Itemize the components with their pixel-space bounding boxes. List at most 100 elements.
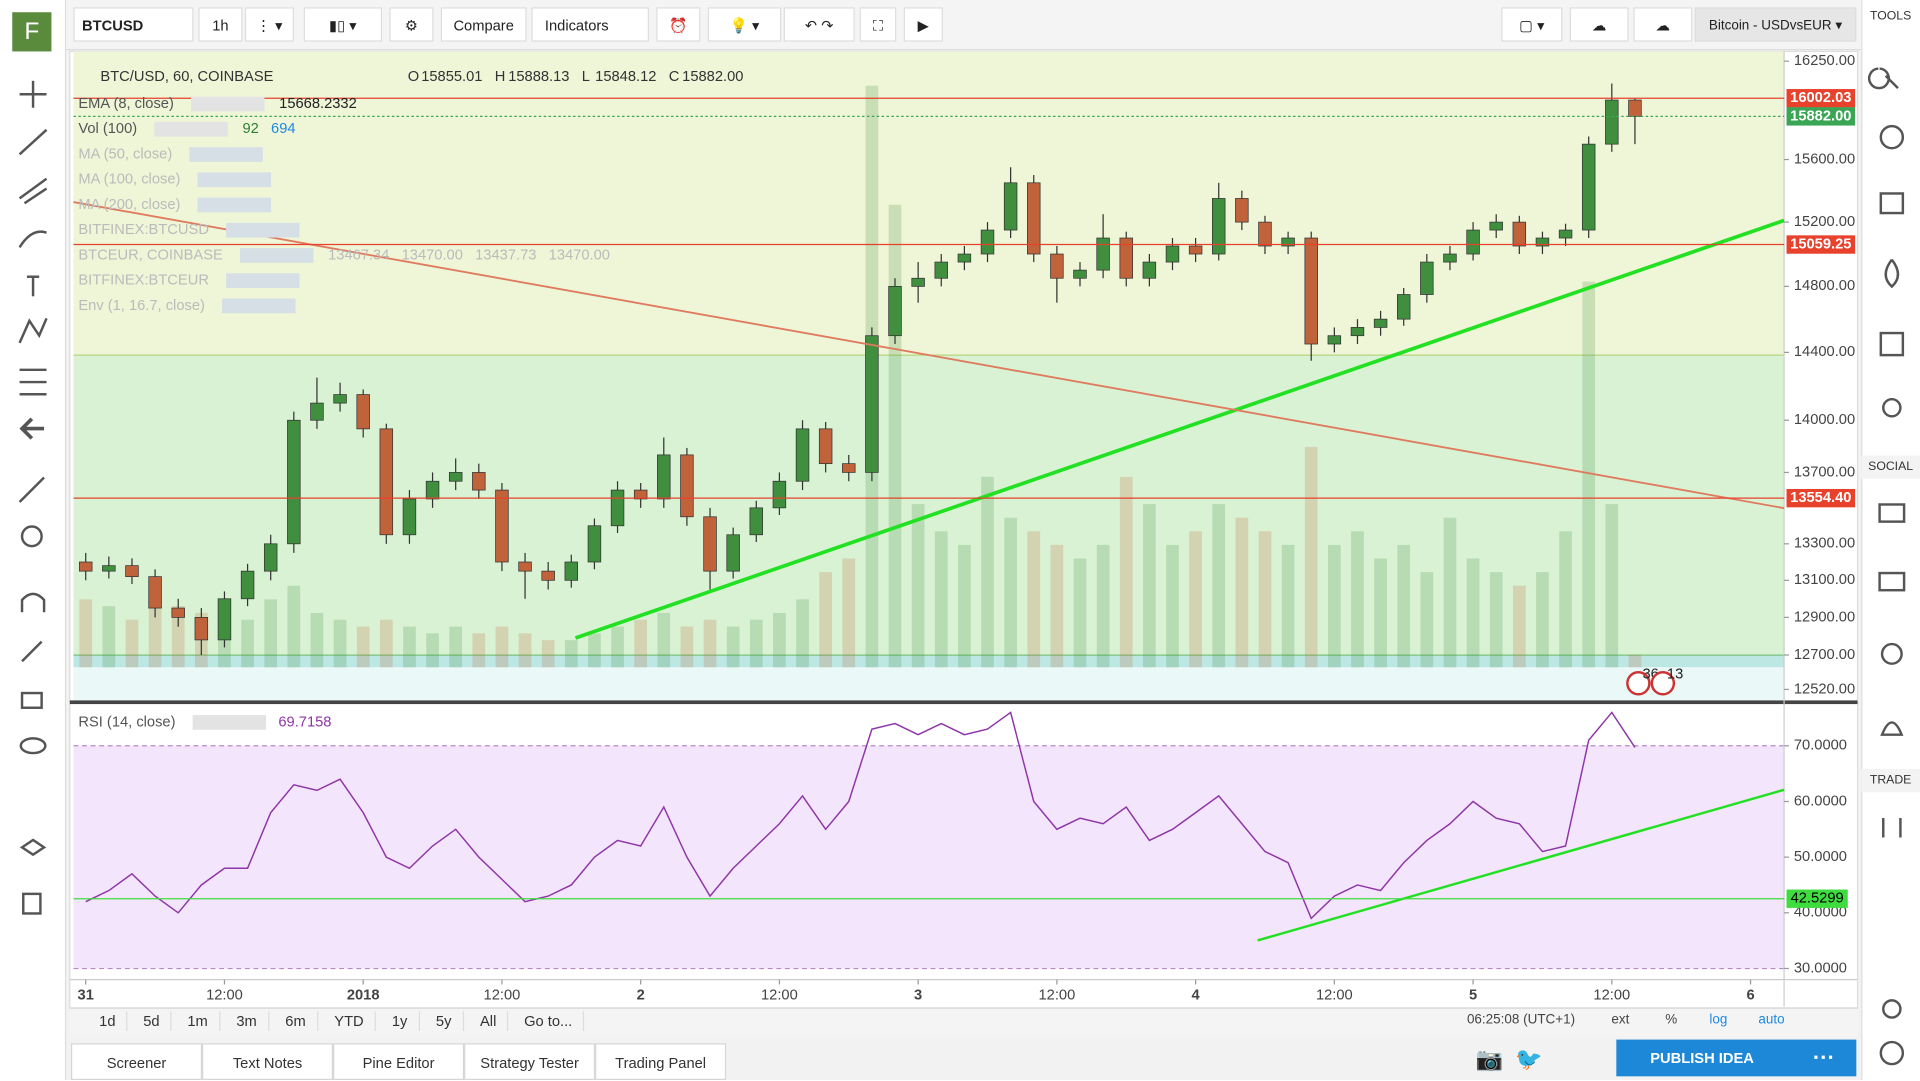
volume-bar (287, 585, 301, 668)
undo-redo[interactable]: ↶ ↷ (783, 7, 855, 42)
volume-bar (1397, 544, 1411, 668)
alert-button[interactable]: ⏰ (656, 7, 701, 42)
save-button[interactable]: ☁ (1633, 7, 1693, 42)
candle-body (1373, 318, 1388, 328)
trade-label: TRADE (1861, 768, 1920, 793)
color-button[interactable]: ▢ ▾ (1501, 7, 1563, 42)
ideas-button[interactable]: 💡 ▾ (707, 7, 782, 42)
volume-bar (1489, 572, 1503, 668)
drawing-tools[interactable] (18, 67, 1906, 1066)
bottom-tab[interactable]: Trading Panel (595, 1043, 727, 1080)
bottom-tab[interactable]: Strategy Tester (464, 1043, 596, 1080)
volume-bar (1166, 544, 1179, 668)
volume-bar (564, 640, 578, 668)
scale-option[interactable]: ext (1611, 1012, 1630, 1028)
range-button[interactable]: 6m (274, 1011, 318, 1032)
rsi-level-bg (1786, 889, 1848, 908)
load-button[interactable]: ☁ (1569, 7, 1629, 42)
volume-bar (1119, 476, 1133, 668)
candle-body (1188, 245, 1203, 255)
replay-button[interactable]: ▶ (903, 7, 943, 42)
x-tick-label: 6 (1746, 987, 1754, 1003)
event-count: 13 (1667, 667, 1683, 683)
volume-bar (1605, 504, 1619, 668)
indicators-button[interactable]: Indicators (531, 7, 649, 42)
candle-body (795, 428, 810, 482)
volume-bar (102, 606, 116, 668)
price-label-bg (1786, 89, 1856, 108)
volume-bar (749, 619, 763, 668)
study-controls (226, 222, 300, 238)
volume-bar (1281, 544, 1295, 668)
bottom-tab[interactable]: Pine Editor (333, 1043, 465, 1080)
fullscreen-button[interactable]: ⛶ (859, 7, 897, 42)
candle-body (1235, 198, 1249, 223)
scale-option[interactable]: auto (1758, 1012, 1785, 1028)
range-button[interactable]: Go to... (513, 1011, 585, 1032)
chart-title: BTC/USD, 60, COINBASE (100, 69, 273, 85)
study-name: BITFINEX:BTCUSD (78, 222, 209, 238)
zone-base (73, 667, 1785, 701)
publish-button[interactable]: PUBLISH IDEA (1650, 1049, 1754, 1067)
scale-option[interactable]: log (1709, 1012, 1728, 1028)
study-controls (222, 298, 296, 314)
volume-bar (819, 572, 833, 668)
candle-body (1396, 294, 1411, 320)
interval-button[interactable]: 1h (198, 7, 243, 42)
candle-body (125, 565, 139, 578)
symbol-input[interactable]: BTCUSD (73, 7, 194, 42)
candle-body (495, 489, 509, 563)
volume-bar (1582, 281, 1596, 668)
scale-option[interactable]: % (1665, 1012, 1678, 1028)
candle-body (911, 277, 925, 287)
volume-bar (703, 619, 717, 668)
layout-name[interactable]: Bitcoin - USDvsEUR ▾ (1694, 7, 1857, 42)
candle-body (379, 428, 394, 536)
interval-menu[interactable]: ⋮ ▾ (244, 7, 294, 42)
candle-body (842, 463, 856, 473)
chart-style[interactable]: ▮▯ ▾ (303, 7, 383, 42)
price-label: 15059.25 (1790, 236, 1851, 252)
ohlc-key: L (582, 69, 590, 85)
study-controls (192, 715, 267, 730)
ohlc-value: 15855.01 (421, 69, 482, 85)
left-toolbar (0, 0, 67, 1080)
y-tick-label: 13700.00 (1794, 464, 1855, 480)
share-icons[interactable]: 📷🐦 (1475, 1046, 1555, 1072)
logo[interactable]: F (12, 12, 52, 52)
range-button[interactable]: 1m (176, 1011, 221, 1032)
settings-button[interactable]: ⚙ (389, 7, 434, 42)
candle-body (1489, 221, 1503, 231)
rsi-tick-label: 30.0000 (1794, 960, 1847, 976)
volume-bar (1004, 517, 1017, 668)
volume-bar (1351, 531, 1364, 668)
range-button[interactable]: 1d (88, 1011, 128, 1032)
study-name: MA (100, close) (78, 172, 180, 188)
publish-menu[interactable]: ⋯ (1812, 1044, 1835, 1069)
range-button[interactable]: All (469, 1011, 509, 1032)
volume-bar (518, 633, 532, 668)
range-button[interactable]: 5d (132, 1011, 172, 1032)
study-value: 694 (271, 121, 296, 137)
candle-body (1027, 182, 1041, 255)
volume-bar (1466, 558, 1480, 668)
rsi-trend-line (1257, 788, 1785, 942)
trend-line (574, 218, 1785, 640)
volume-bar (79, 599, 93, 668)
range-button[interactable]: 5y (425, 1011, 464, 1032)
range-button[interactable]: 1y (381, 1011, 420, 1032)
volume-bar (241, 619, 254, 668)
candle-body (1304, 237, 1318, 345)
candle-body (402, 498, 417, 536)
compare-button[interactable]: Compare (440, 7, 527, 42)
volume-bar (1628, 654, 1642, 668)
range-button[interactable]: 3m (225, 1011, 269, 1032)
x-tick-label: 12:00 (761, 987, 798, 1003)
volume-bar (1073, 558, 1087, 668)
volume-bar (796, 599, 809, 668)
range-button[interactable]: YTD (323, 1011, 376, 1032)
candle-body (263, 543, 278, 572)
bottom-tab[interactable]: Screener (71, 1043, 203, 1080)
price-label-bg (1786, 235, 1856, 254)
bottom-tab[interactable]: Text Notes (202, 1043, 334, 1080)
